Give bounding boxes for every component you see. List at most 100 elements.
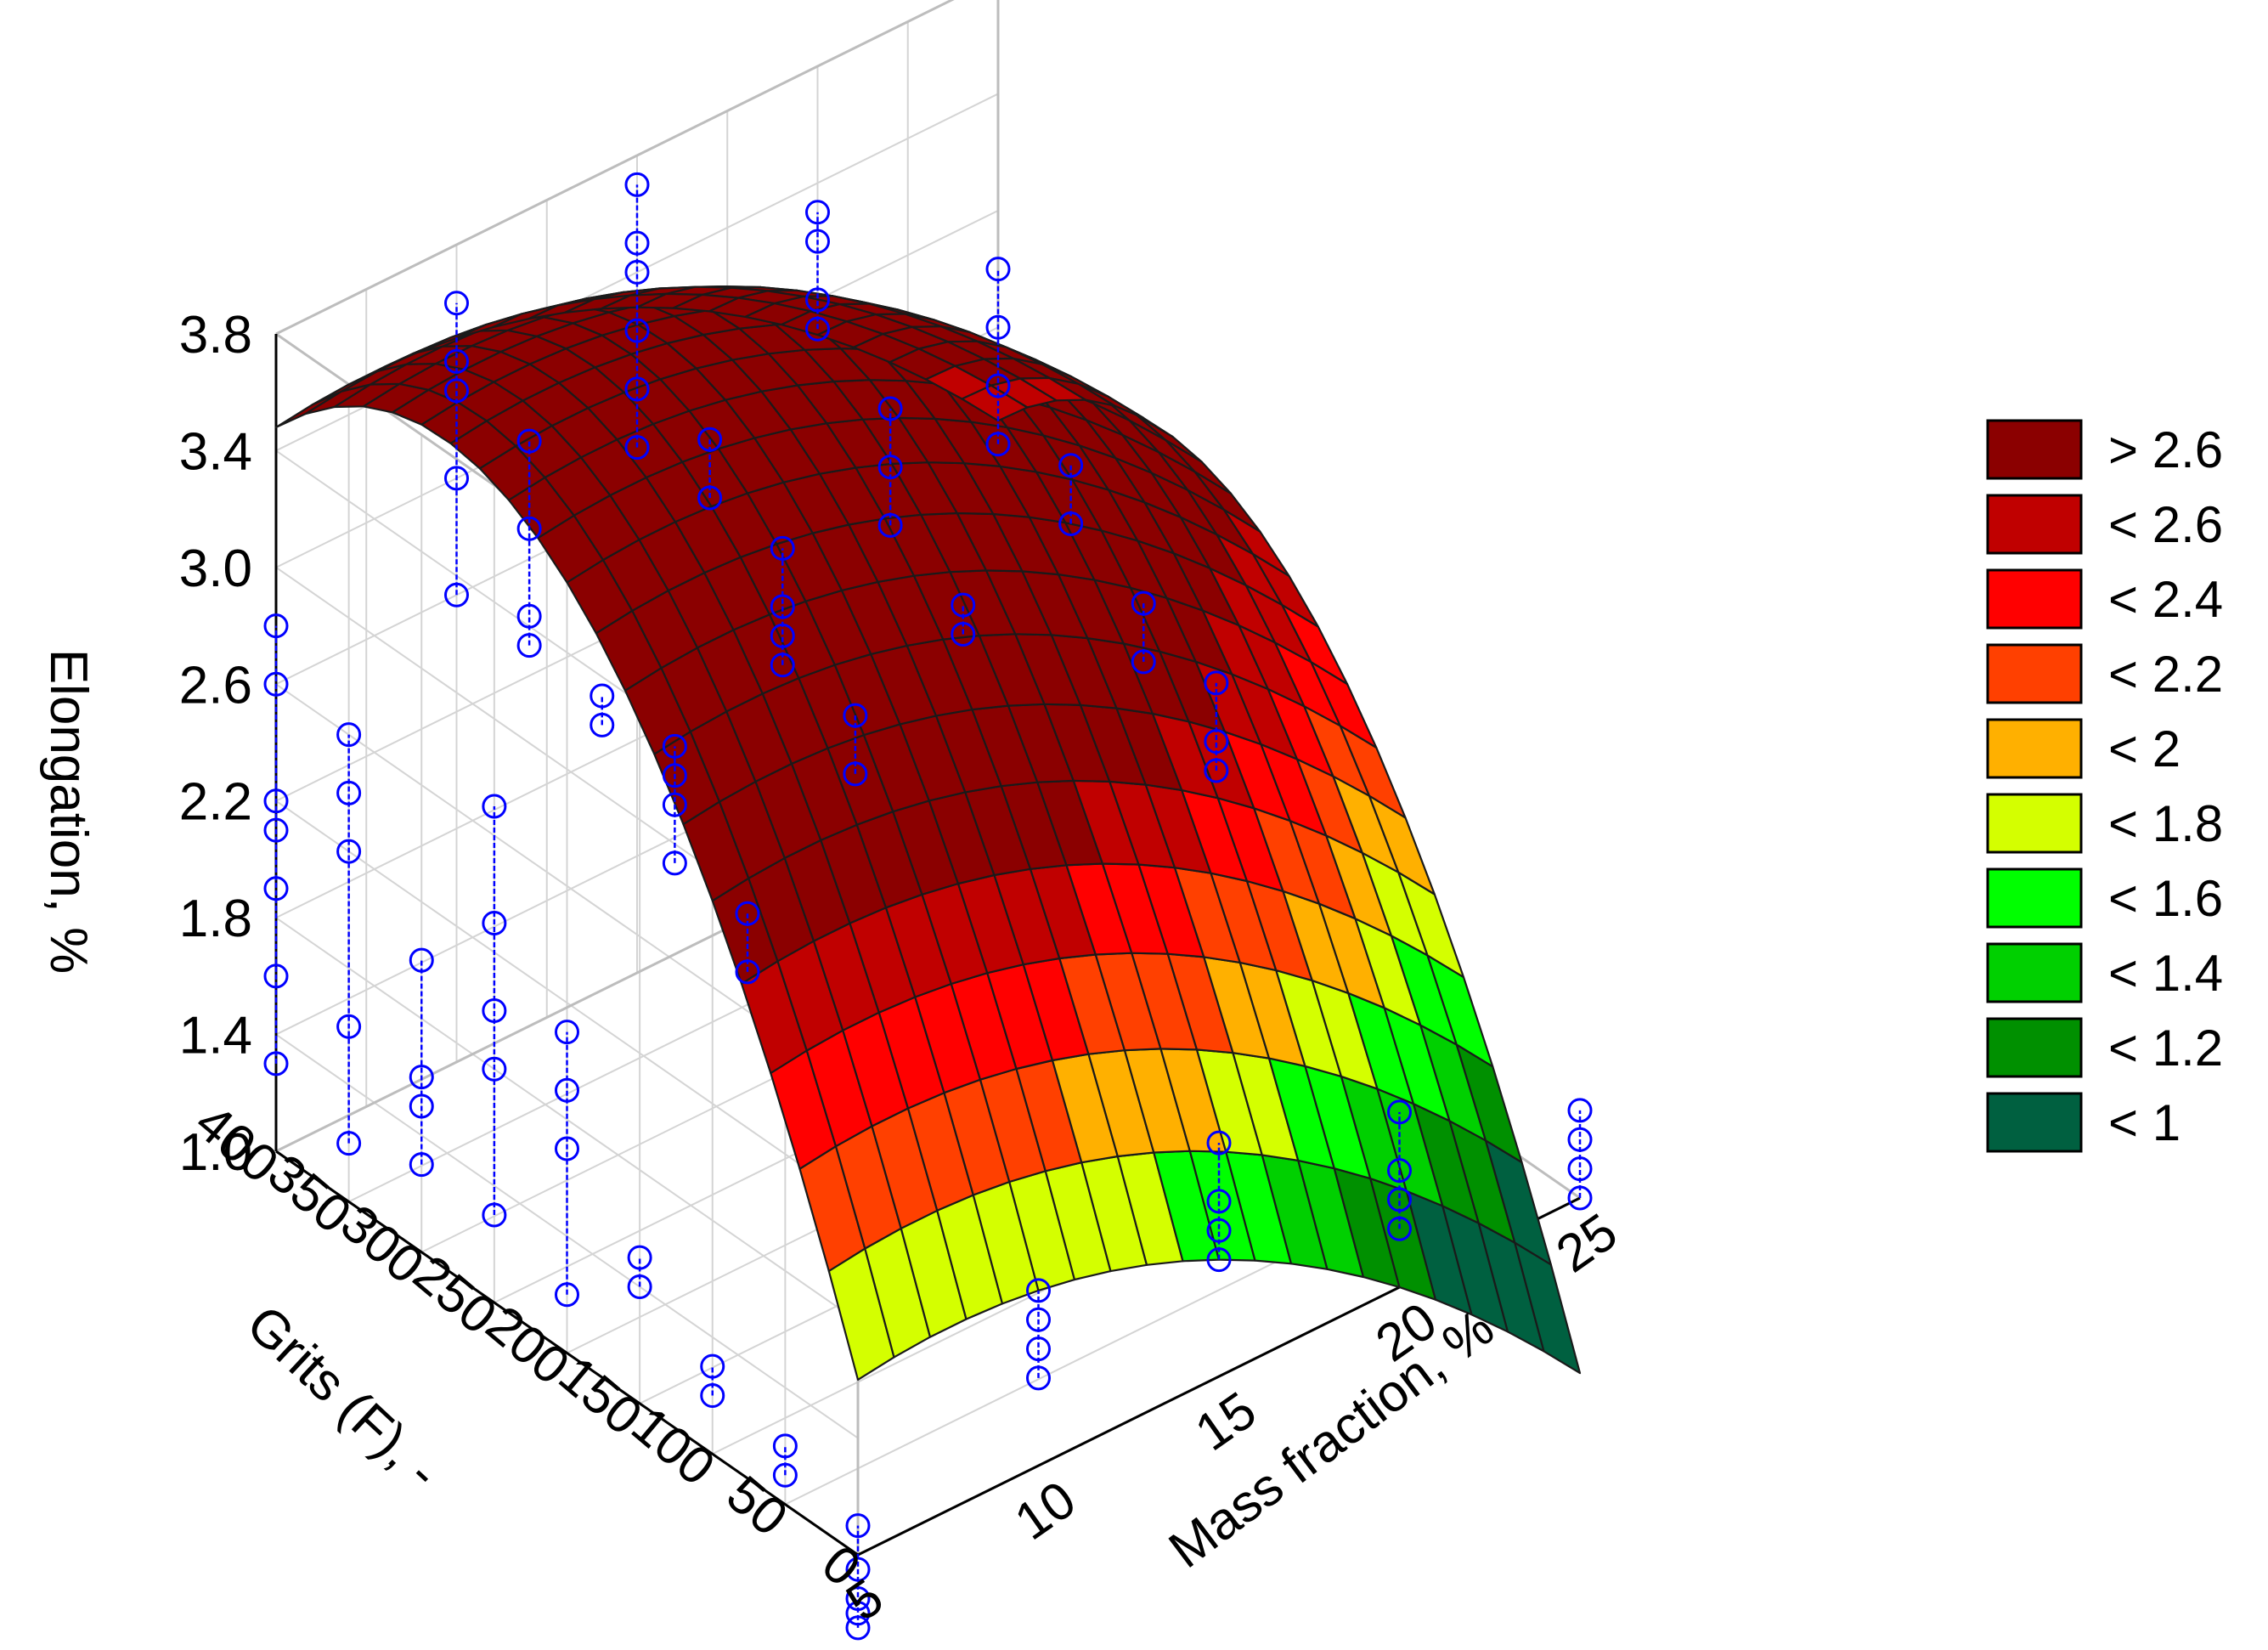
legend: > 2.6 < 2.6 < 2.4 < 2.2 < 2 < 1.8 < 1.6 < 1.4 < … xyxy=(1986,419,2223,1153)
data-point xyxy=(336,780,362,805)
surface-patches xyxy=(274,285,1582,1382)
data-point xyxy=(1387,1158,1412,1184)
data-point xyxy=(444,582,469,607)
data-point xyxy=(590,712,615,737)
data-point xyxy=(951,592,976,618)
data-point xyxy=(700,1353,725,1379)
z-tick-label: 3.0 xyxy=(179,540,252,598)
data-point xyxy=(805,200,830,225)
data-point xyxy=(662,733,687,759)
legend-swatch xyxy=(1986,867,2083,929)
data-point xyxy=(772,1433,798,1459)
data-point xyxy=(877,396,903,421)
data-point xyxy=(516,633,542,658)
data-point xyxy=(770,535,795,561)
data-point xyxy=(845,1586,871,1612)
data-point xyxy=(444,348,469,374)
data-points xyxy=(263,172,1593,1641)
data-point xyxy=(697,485,723,511)
data-point xyxy=(877,455,903,480)
legend-label: < 2.2 xyxy=(2108,646,2223,703)
legend-swatch xyxy=(1986,718,2083,779)
z-tick-label: 1.8 xyxy=(179,890,252,948)
axis-box-edge xyxy=(275,0,955,336)
legend-label: < 1.6 xyxy=(2108,870,2223,927)
data-point xyxy=(1026,1365,1051,1391)
data-point xyxy=(624,318,650,343)
data-point xyxy=(263,671,289,697)
data-point xyxy=(985,314,1011,340)
z-tick-label: 1.4 xyxy=(179,1007,252,1065)
data-point xyxy=(1567,1156,1593,1182)
legend-label: < 2 xyxy=(2108,720,2181,777)
data-point xyxy=(444,466,469,491)
data-point xyxy=(336,722,362,748)
data-point xyxy=(624,230,650,256)
data-point xyxy=(877,512,903,538)
data-point xyxy=(482,998,507,1024)
y-axis-line xyxy=(275,1150,859,1557)
data-point xyxy=(263,963,289,989)
data-point xyxy=(444,378,469,404)
legend-swatch xyxy=(1986,1017,2083,1078)
data-point xyxy=(555,1077,579,1103)
x-tick-label: 10 xyxy=(1005,1470,1086,1551)
data-point xyxy=(1567,1098,1593,1123)
data-point xyxy=(772,1462,798,1488)
data-point xyxy=(1387,1187,1412,1212)
legend-swatch xyxy=(1986,643,2083,704)
legend-swatch xyxy=(1986,1092,2083,1153)
z-tick-label: 2.2 xyxy=(179,773,252,832)
legend-swatch xyxy=(1986,494,2083,555)
data-point xyxy=(336,1131,362,1156)
data-point xyxy=(770,653,795,678)
data-point xyxy=(590,683,615,709)
legend-label: < 1.4 xyxy=(2108,945,2223,1002)
data-point xyxy=(843,761,868,787)
legend-label: < 1.8 xyxy=(2108,795,2223,852)
data-point xyxy=(409,1093,434,1119)
data-point xyxy=(845,1615,871,1641)
data-point xyxy=(409,947,434,973)
data-point xyxy=(735,901,760,926)
data-point xyxy=(624,435,650,461)
data-point xyxy=(336,839,362,864)
data-point xyxy=(1206,1130,1232,1156)
legend-swatch xyxy=(1986,793,2083,854)
data-point xyxy=(1387,1216,1412,1241)
data-point xyxy=(1026,1278,1051,1303)
data-point xyxy=(444,291,469,316)
y-axis-title: Grits (F), - xyxy=(235,1294,451,1500)
legend-swatch xyxy=(1986,942,2083,1003)
data-point xyxy=(624,376,650,402)
data-point xyxy=(1567,1185,1593,1211)
legend-swatch xyxy=(1986,568,2083,630)
data-point xyxy=(845,1513,871,1539)
z-tick-label: 1.0 xyxy=(179,1123,252,1182)
data-point xyxy=(409,1152,434,1178)
legend-label: < 1.2 xyxy=(2108,1020,2223,1076)
data-point xyxy=(770,623,795,648)
z-tick-label: 3.8 xyxy=(179,306,252,364)
data-point xyxy=(735,959,760,985)
data-point xyxy=(482,794,507,819)
data-point xyxy=(662,763,687,788)
data-point xyxy=(843,703,868,728)
data-point xyxy=(805,287,830,313)
data-point xyxy=(624,259,650,285)
data-point xyxy=(697,427,723,452)
data-point xyxy=(1206,1218,1232,1243)
data-point xyxy=(985,373,1011,398)
x-tick-label: 25 xyxy=(1546,1202,1628,1284)
legend-label: < 2.6 xyxy=(2108,496,2223,553)
data-point xyxy=(624,172,650,197)
data-point xyxy=(951,621,976,647)
z-tick-label: 2.6 xyxy=(179,656,252,715)
data-point xyxy=(662,850,687,876)
data-point xyxy=(1026,1307,1051,1332)
data-point xyxy=(1131,649,1156,675)
data-point xyxy=(409,1065,434,1090)
data-point xyxy=(263,817,289,843)
legend-label: < 2.4 xyxy=(2108,571,2223,628)
